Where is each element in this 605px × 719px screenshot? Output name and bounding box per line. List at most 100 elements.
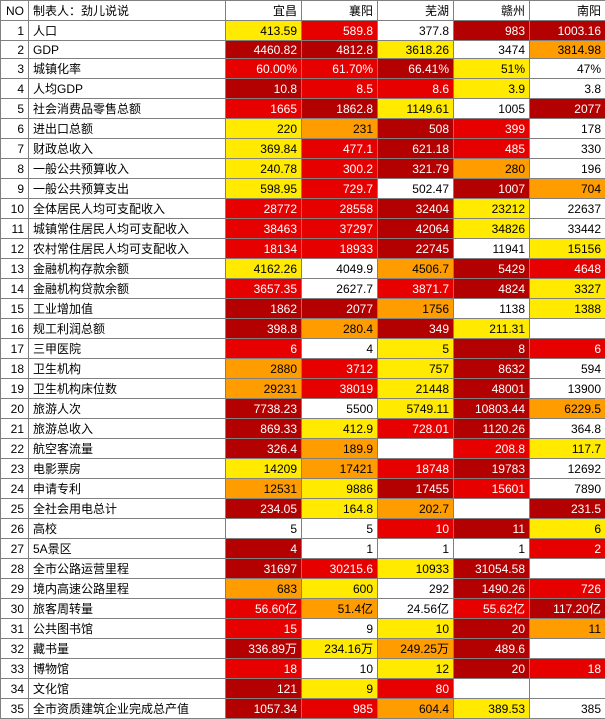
table-row: 12农村常住居民人均可支配收入1813418933227451194115156 — [1, 239, 605, 259]
value-cell: 4812.8 — [302, 41, 378, 59]
value-cell: 231.5 — [530, 499, 605, 519]
value-cell: 20 — [454, 619, 530, 639]
table-row: 10全体居民人均可支配收入2877228558324042321222637 — [1, 199, 605, 219]
row-indicator-name: 社会消费品零售总额 — [29, 99, 226, 119]
value-cell: 8632 — [454, 359, 530, 379]
value-cell: 5 — [302, 519, 378, 539]
table-row: 275A景区41112 — [1, 539, 605, 559]
row-indicator-name: 财政总收入 — [29, 139, 226, 159]
value-cell: 9 — [302, 619, 378, 639]
value-cell: 5429 — [454, 259, 530, 279]
row-indicator-name: 申请专利 — [29, 479, 226, 499]
table-row: 17三甲医院64586 — [1, 339, 605, 359]
value-cell: 3657.35 — [226, 279, 302, 299]
value-cell — [454, 679, 530, 699]
value-cell — [530, 679, 605, 699]
value-cell: 1665 — [226, 99, 302, 119]
value-cell: 300.2 — [302, 159, 378, 179]
value-cell: 202.7 — [378, 499, 454, 519]
value-cell: 178 — [530, 119, 605, 139]
table-row: 14金融机构贷款余额3657.352627.73871.748243327 — [1, 279, 605, 299]
value-cell: 1388 — [530, 299, 605, 319]
row-number: 23 — [1, 459, 29, 479]
value-cell: 10 — [302, 659, 378, 679]
value-cell: 7890 — [530, 479, 605, 499]
value-cell: 11 — [454, 519, 530, 539]
value-cell: 508 — [378, 119, 454, 139]
value-cell: 196 — [530, 159, 605, 179]
value-cell: 704 — [530, 179, 605, 199]
value-cell: 66.41% — [378, 59, 454, 79]
row-indicator-name: 航空客流量 — [29, 439, 226, 459]
value-cell: 2077 — [302, 299, 378, 319]
value-cell: 369.84 — [226, 139, 302, 159]
row-number: 25 — [1, 499, 29, 519]
value-cell: 220 — [226, 119, 302, 139]
row-indicator-name: 城镇化率 — [29, 59, 226, 79]
value-cell: 1007 — [454, 179, 530, 199]
value-cell: 5749.11 — [378, 399, 454, 419]
header-col-1: 襄阳 — [302, 1, 378, 21]
value-cell: 1120.26 — [454, 419, 530, 439]
value-cell: 6229.5 — [530, 399, 605, 419]
value-cell: 3474 — [454, 41, 530, 59]
row-number: 18 — [1, 359, 29, 379]
row-indicator-name: 电影票房 — [29, 459, 226, 479]
value-cell: 23212 — [454, 199, 530, 219]
row-indicator-name: 旅游总收入 — [29, 419, 226, 439]
row-number: 10 — [1, 199, 29, 219]
row-indicator-name: 公共图书馆 — [29, 619, 226, 639]
value-cell: 604.4 — [378, 699, 454, 719]
header-col-4: 南阳 — [530, 1, 605, 21]
table-row: 6进出口总额220231508399178 — [1, 119, 605, 139]
value-cell: 13900 — [530, 379, 605, 399]
value-cell: 2 — [530, 539, 605, 559]
value-cell: 51.4亿 — [302, 599, 378, 619]
value-cell: 10 — [378, 519, 454, 539]
value-cell: 32404 — [378, 199, 454, 219]
table-row: 16规工利润总额398.8280.4349211.31 — [1, 319, 605, 339]
row-number: 31 — [1, 619, 29, 639]
value-cell: 4460.82 — [226, 41, 302, 59]
row-indicator-name: 5A景区 — [29, 539, 226, 559]
table-row: 2GDP4460.824812.83618.2634743814.98 — [1, 41, 605, 59]
value-cell: 399 — [454, 119, 530, 139]
value-cell: 22637 — [530, 199, 605, 219]
value-cell: 1862.8 — [302, 99, 378, 119]
value-cell: 4162.26 — [226, 259, 302, 279]
table-row: 28全市公路运营里程3169730215.61093331054.58 — [1, 559, 605, 579]
value-cell: 385 — [530, 699, 605, 719]
row-number: 17 — [1, 339, 29, 359]
row-indicator-name: 境内高速公路里程 — [29, 579, 226, 599]
value-cell: 726 — [530, 579, 605, 599]
value-cell: 729.7 — [302, 179, 378, 199]
row-number: 3 — [1, 59, 29, 79]
value-cell: 377.8 — [378, 21, 454, 41]
row-number: 8 — [1, 159, 29, 179]
row-indicator-name: 文化馆 — [29, 679, 226, 699]
table-row: 29境内高速公路里程6836002921490.26726 — [1, 579, 605, 599]
value-cell: 15156 — [530, 239, 605, 259]
value-cell: 31697 — [226, 559, 302, 579]
row-indicator-name: 全市资质建筑企业完成总产值 — [29, 699, 226, 719]
value-cell: 398.8 — [226, 319, 302, 339]
table-row: 13金融机构存款余额4162.264049.94506.754294648 — [1, 259, 605, 279]
value-cell: 11941 — [454, 239, 530, 259]
value-cell: 80 — [378, 679, 454, 699]
row-indicator-name: 卫生机构床位数 — [29, 379, 226, 399]
row-number: 26 — [1, 519, 29, 539]
value-cell: 5500 — [302, 399, 378, 419]
value-cell: 208.8 — [454, 439, 530, 459]
table-row: 34文化馆121980 — [1, 679, 605, 699]
value-cell: 1138 — [454, 299, 530, 319]
value-cell: 3.9 — [454, 79, 530, 99]
row-indicator-name: 一般公共预算收入 — [29, 159, 226, 179]
header-col-0: 宜昌 — [226, 1, 302, 21]
value-cell: 489.6 — [454, 639, 530, 659]
value-cell: 1057.34 — [226, 699, 302, 719]
table-row: 21旅游总收入869.33412.9728.011120.26364.8 — [1, 419, 605, 439]
value-cell: 349 — [378, 319, 454, 339]
value-cell: 12531 — [226, 479, 302, 499]
value-cell: 33442 — [530, 219, 605, 239]
value-cell: 56.60亿 — [226, 599, 302, 619]
